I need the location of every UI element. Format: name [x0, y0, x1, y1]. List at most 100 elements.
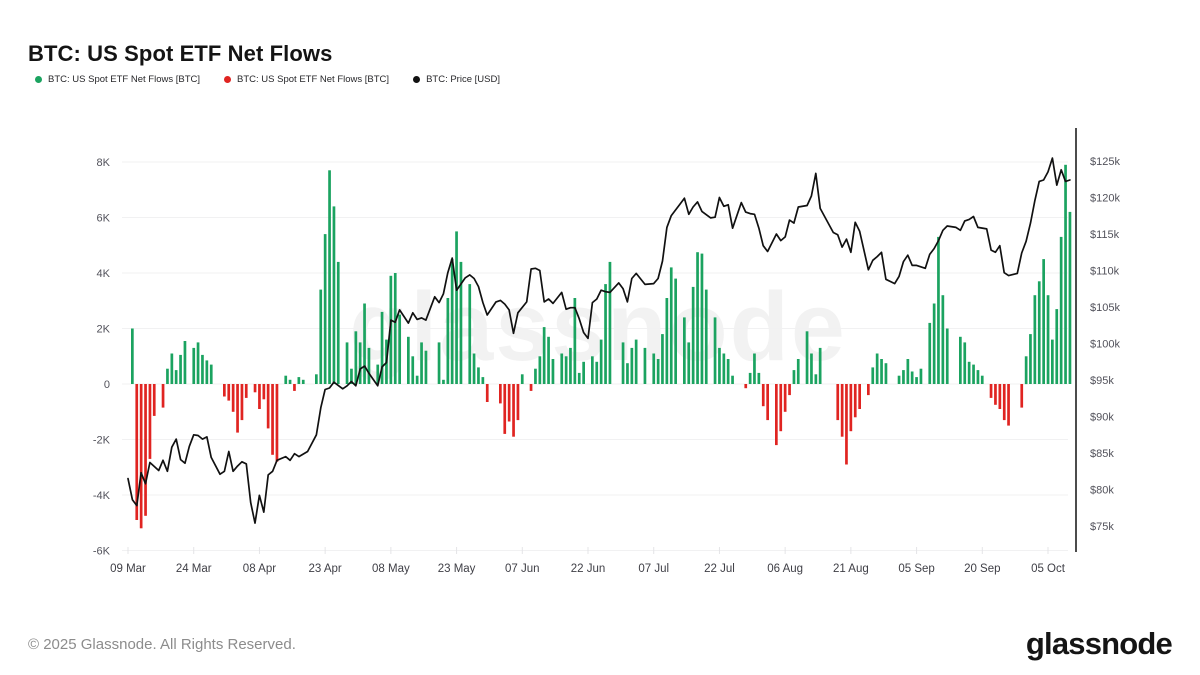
left-axis-tick-label: -6K: [93, 546, 111, 558]
flow-bar: [796, 359, 800, 384]
copyright-text: © 2025 Glassnode. All Rights Reserved.: [28, 635, 296, 653]
flow-bar: [687, 342, 691, 384]
flow-bar: [814, 374, 818, 384]
x-axis-tick-label: 24 Mar: [176, 563, 212, 575]
flow-bar: [240, 384, 244, 421]
flow-bar: [704, 289, 708, 384]
flow-bar: [152, 384, 156, 416]
flow-bar: [516, 384, 520, 421]
flow-bar: [135, 384, 139, 520]
flow-bar: [332, 206, 336, 384]
flow-bar: [608, 261, 612, 384]
flow-bar: [288, 379, 292, 384]
right-axis-tick-label: $115k: [1090, 229, 1120, 241]
flow-bar: [196, 342, 200, 384]
legend-item-2[interactable]: BTC: Price [USD]: [413, 74, 500, 85]
flow-bar: [472, 353, 476, 384]
flow-bar: [560, 353, 564, 384]
x-axis-tick-label: 06 Aug: [767, 563, 803, 575]
flow-bar: [512, 384, 515, 437]
flow-bar: [170, 353, 174, 384]
flow-bar: [599, 339, 603, 384]
flow-bar: [683, 317, 686, 384]
flow-bar: [1042, 259, 1045, 384]
left-axis-tick-label: 0: [104, 379, 110, 391]
right-axis-tick-label: $120k: [1090, 193, 1120, 205]
flow-bar: [941, 295, 945, 384]
flow-bar: [319, 289, 323, 384]
flow-bar: [595, 361, 599, 384]
flow-bar: [293, 384, 296, 391]
flow-bar: [836, 384, 840, 421]
legend-item-1[interactable]: BTC: US Spot ETF Net Flows [BTC]: [224, 74, 389, 85]
flow-bar: [179, 354, 182, 384]
flow-bar: [209, 364, 213, 384]
flow-bar: [573, 298, 577, 384]
flow-bar: [236, 384, 239, 433]
flow-bar: [1064, 164, 1067, 384]
flow-bar: [192, 347, 196, 384]
flow-bar: [959, 336, 962, 384]
flow-bar: [621, 342, 625, 384]
flow-bar: [582, 361, 585, 384]
x-axis-tick-label: 08 May: [372, 563, 410, 575]
flow-bar: [520, 374, 524, 384]
flow-bar: [253, 384, 257, 393]
x-axis-tick-label: 07 Jul: [638, 563, 669, 575]
x-axis-tick-label: 22 Jul: [704, 563, 735, 575]
flow-bar: [910, 371, 914, 384]
flow-bar: [367, 347, 371, 384]
flow-bar: [450, 259, 454, 384]
flow-bar: [880, 359, 883, 384]
flow-bar: [161, 384, 165, 408]
flow-bar: [262, 384, 266, 400]
flow-bar: [174, 370, 178, 384]
flow-bar: [446, 298, 450, 384]
flow-bar: [301, 379, 305, 384]
flow-bar: [967, 361, 971, 384]
flow-bar: [696, 252, 699, 384]
flow-bar: [468, 284, 472, 384]
right-axis-tick-label: $100k: [1090, 339, 1120, 351]
left-axis-tick-label: 4K: [97, 268, 111, 280]
flow-bar: [380, 311, 384, 384]
flow-bar: [840, 384, 844, 437]
x-axis-tick-label: 23 Apr: [309, 563, 342, 575]
flow-bar: [722, 353, 726, 384]
flow-bar: [266, 384, 270, 429]
chart-plot-area[interactable]: glassnode 8K 6K 4K 2K 0 -2K -4K -6K 09 Mar 24 Mar 0…: [0, 0, 1200, 600]
flow-bar: [420, 342, 423, 384]
flow-bar: [442, 379, 445, 384]
flow-bar: [424, 350, 428, 384]
x-axis-tick-label: 20 Sep: [964, 563, 1000, 575]
flow-bar: [748, 372, 752, 384]
page-title: BTC: US Spot ETF Net Flows: [28, 40, 333, 66]
flow-bar: [783, 384, 787, 412]
left-axis-tick-label: -2K: [93, 435, 111, 447]
flow-bar: [1051, 339, 1054, 384]
legend-item-0[interactable]: BTC: US Spot ETF Net Flows [BTC]: [35, 74, 200, 85]
flow-bar: [674, 278, 677, 384]
flow-bar: [415, 375, 419, 384]
flow-bar: [564, 356, 568, 385]
flow-bar: [183, 341, 187, 384]
flow-bar: [761, 384, 765, 407]
x-axis-tick-label: 21 Aug: [833, 563, 869, 575]
flow-bar: [538, 356, 542, 385]
flow-bar: [481, 377, 485, 384]
flow-bar: [223, 384, 226, 397]
flow-bar: [144, 384, 147, 516]
flow-bar: [871, 367, 875, 384]
flow-bar: [1059, 236, 1063, 384]
flow-bar: [1002, 384, 1006, 421]
left-axis-tick-label: 8K: [97, 157, 111, 169]
flow-bar: [345, 342, 349, 384]
footer: © 2025 Glassnode. All Rights Reserved. g…: [0, 613, 1200, 675]
flow-bar: [963, 342, 967, 384]
flow-bar: [669, 267, 673, 384]
flow-bar: [1024, 356, 1028, 385]
flow-bar: [634, 339, 638, 384]
flow-bar: [201, 354, 204, 384]
flow-bar: [875, 353, 879, 384]
left-axis-tick-label: 6K: [97, 213, 111, 225]
